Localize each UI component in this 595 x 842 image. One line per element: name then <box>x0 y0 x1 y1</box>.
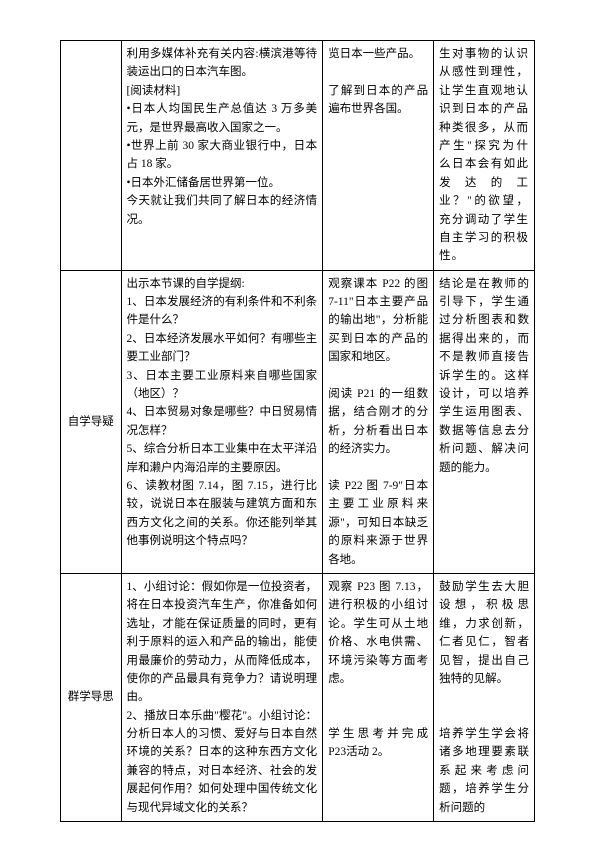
lesson-plan-table: 利用多媒体补充有关内容:横滨港等待装运出口的日本汽车图。 [阅读材料] •日本人… <box>60 40 535 822</box>
stage-cell-0 <box>61 41 122 271</box>
purpose-2: 鼓励学生去大胆设想，积极思维，力求创新，仁者见仁，智者见智，提出自己独特的见解。… <box>434 573 535 821</box>
student-activity-2: 观察 P23 图 7.13，进行积极的小组讨论。学生可从土地价格、水电供需、环境… <box>323 573 434 821</box>
table-row: 自学导疑 出示本节课的自学提纲: 1、日本发展经济的有利条件和不利条件是什么？ … <box>61 270 535 573</box>
table-row: 利用多媒体补充有关内容:横滨港等待装运出口的日本汽车图。 [阅读材料] •日本人… <box>61 41 535 271</box>
teacher-activity-1: 出示本节课的自学提纲: 1、日本发展经济的有利条件和不利条件是什么？ 2、日本经… <box>121 270 323 573</box>
stage-cell-2: 群学导思 <box>61 573 122 821</box>
student-activity-0: 览日本一些产品。 了解到日本的产品遍布世界各国。 <box>323 41 434 271</box>
purpose-1: 结论是在教师的引导下，学生通过分析图表和数据得出来的，而不是教师直接告诉学生的。… <box>434 270 535 573</box>
purpose-0: 生对事物的认识从感性到理性，让学生直观地认识到日本的产品种类很多，从而产生"探究… <box>434 41 535 271</box>
teacher-activity-2: 1、小组讨论：假如你是一位投资者，将在日本投资汽车生产，你准备如何选址，才能在保… <box>121 573 323 821</box>
teacher-activity-0: 利用多媒体补充有关内容:横滨港等待装运出口的日本汽车图。 [阅读材料] •日本人… <box>121 41 323 271</box>
table-row: 群学导思 1、小组讨论：假如你是一位投资者，将在日本投资汽车生产，你准备如何选址… <box>61 573 535 821</box>
stage-cell-1: 自学导疑 <box>61 270 122 573</box>
student-activity-1: 观察课本 P22 的图 7-11"日本主要产品的输出地"，分析能买到日本的产品的… <box>323 270 434 573</box>
